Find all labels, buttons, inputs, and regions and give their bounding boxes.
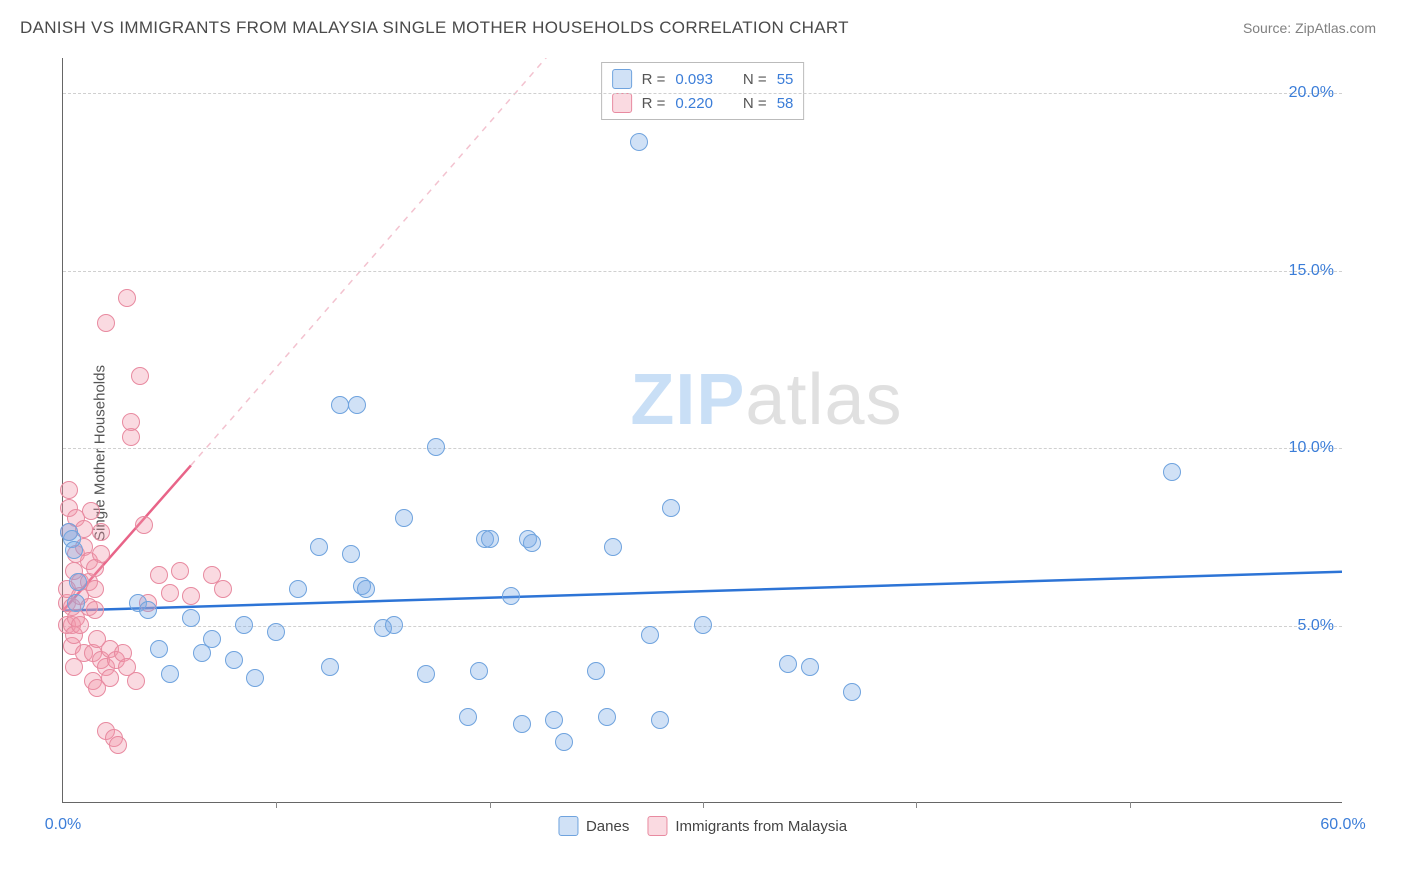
data-point-malaysia: [86, 601, 104, 619]
data-point-malaysia: [150, 566, 168, 584]
chart-title: DANISH VS IMMIGRANTS FROM MALAYSIA SINGL…: [20, 18, 849, 38]
legend-series: Danes Immigrants from Malaysia: [558, 816, 847, 836]
data-point-danes: [385, 616, 403, 634]
data-point-malaysia: [101, 669, 119, 687]
data-point-danes: [321, 658, 339, 676]
data-point-malaysia: [161, 584, 179, 602]
data-point-danes: [651, 711, 669, 729]
legend-swatch-danes-icon: [558, 816, 578, 836]
data-point-danes: [459, 708, 477, 726]
data-point-danes: [427, 438, 445, 456]
data-point-danes: [545, 711, 563, 729]
data-point-danes: [502, 587, 520, 605]
data-point-danes: [69, 573, 87, 591]
data-point-danes: [65, 541, 83, 559]
legend-item-danes: Danes: [558, 816, 629, 836]
data-point-danes: [801, 658, 819, 676]
legend-swatch-malaysia: [612, 93, 632, 113]
data-point-malaysia: [86, 580, 104, 598]
data-point-danes: [587, 662, 605, 680]
data-point-danes: [139, 601, 157, 619]
data-point-malaysia: [122, 413, 140, 431]
x-tick-mark: [916, 802, 917, 808]
data-point-danes: [67, 594, 85, 612]
data-point-malaysia: [92, 545, 110, 563]
data-point-danes: [310, 538, 328, 556]
data-point-danes: [470, 662, 488, 680]
gridline-h: [63, 271, 1342, 272]
data-point-danes: [779, 655, 797, 673]
x-tick-mark: [276, 802, 277, 808]
data-point-danes: [417, 665, 435, 683]
data-point-danes: [481, 530, 499, 548]
data-point-danes: [267, 623, 285, 641]
x-tick-mark: [490, 802, 491, 808]
data-point-danes: [203, 630, 221, 648]
data-point-danes: [1163, 463, 1181, 481]
data-point-danes: [225, 651, 243, 669]
data-point-danes: [604, 538, 622, 556]
data-point-danes: [357, 580, 375, 598]
data-point-danes: [348, 396, 366, 414]
data-point-danes: [161, 665, 179, 683]
data-point-danes: [694, 616, 712, 634]
data-point-danes: [523, 534, 541, 552]
data-point-malaysia: [109, 736, 127, 754]
data-point-malaysia: [127, 672, 145, 690]
data-point-malaysia: [71, 616, 89, 634]
data-point-malaysia: [92, 523, 110, 541]
data-point-malaysia: [182, 587, 200, 605]
legend-swatch-malaysia-icon: [647, 816, 667, 836]
plot-area: ZIPatlas R = 0.093 N = 55 R = 0.220 N = …: [62, 58, 1342, 803]
data-point-danes: [513, 715, 531, 733]
trend-lines: [63, 58, 1342, 802]
data-point-danes: [235, 616, 253, 634]
data-point-danes: [246, 669, 264, 687]
gridline-h: [63, 448, 1342, 449]
data-point-danes: [555, 733, 573, 751]
data-point-malaysia: [82, 502, 100, 520]
legend-stats-row-danes: R = 0.093 N = 55: [612, 67, 794, 91]
data-point-malaysia: [118, 289, 136, 307]
watermark: ZIPatlas: [630, 359, 902, 441]
chart-container: Single Mother Households ZIPatlas R = 0.…: [20, 58, 1386, 848]
data-point-malaysia: [214, 580, 232, 598]
legend-stats-row-malaysia: R = 0.220 N = 58: [612, 91, 794, 115]
x-tick-label: 60.0%: [1320, 816, 1365, 834]
data-point-danes: [395, 509, 413, 527]
data-point-malaysia: [131, 367, 149, 385]
data-point-danes: [182, 609, 200, 627]
y-tick-label: 20.0%: [1289, 84, 1334, 102]
data-point-danes: [641, 626, 659, 644]
legend-swatch-danes: [612, 69, 632, 89]
data-point-danes: [331, 396, 349, 414]
data-point-malaysia: [171, 562, 189, 580]
data-point-malaysia: [97, 314, 115, 332]
source-label: Source: ZipAtlas.com: [1243, 20, 1376, 36]
data-point-danes: [630, 133, 648, 151]
legend-stats: R = 0.093 N = 55 R = 0.220 N = 58: [601, 62, 805, 120]
data-point-danes: [342, 545, 360, 563]
gridline-h: [63, 93, 1342, 94]
legend-item-malaysia: Immigrants from Malaysia: [647, 816, 847, 836]
data-point-malaysia: [60, 481, 78, 499]
data-point-danes: [662, 499, 680, 517]
data-point-malaysia: [135, 516, 153, 534]
x-tick-mark: [1130, 802, 1131, 808]
data-point-danes: [150, 640, 168, 658]
x-tick-mark: [703, 802, 704, 808]
data-point-danes: [843, 683, 861, 701]
data-point-danes: [289, 580, 307, 598]
x-tick-label: 0.0%: [45, 816, 81, 834]
data-point-danes: [598, 708, 616, 726]
y-tick-label: 5.0%: [1298, 617, 1334, 635]
y-tick-label: 15.0%: [1289, 262, 1334, 280]
y-tick-label: 10.0%: [1289, 439, 1334, 457]
